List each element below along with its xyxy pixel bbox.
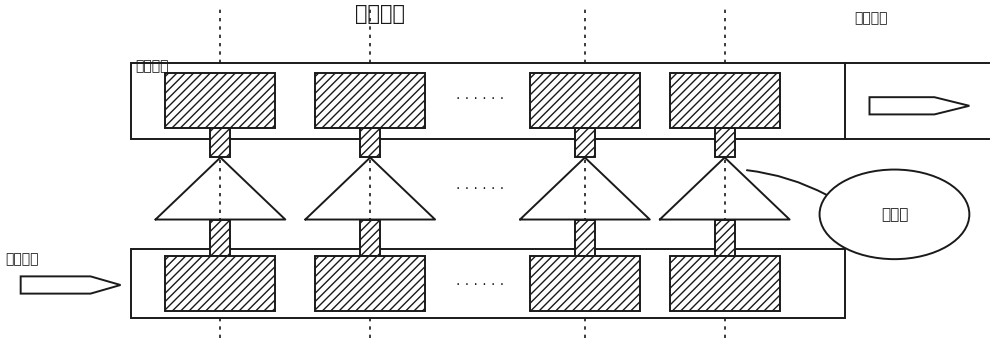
Bar [315,256,425,311]
Bar [715,219,735,256]
Bar [670,73,780,128]
Text: 放大器: 放大器 [881,207,908,222]
FancyArrow shape [21,276,121,294]
Text: 输入波导: 输入波导 [6,252,39,266]
Bar [670,256,780,311]
Text: · · · · · ·: · · · · · · [456,92,504,106]
Text: 输出波导: 输出波导 [855,11,888,25]
Text: 耦合探针: 耦合探针 [136,59,169,73]
Text: · · · · · ·: · · · · · · [456,278,504,292]
Bar [360,128,380,157]
Bar [575,219,595,256]
FancyArrow shape [869,97,969,115]
Bar [165,73,275,128]
Bar [131,63,845,138]
Bar [715,128,735,157]
Bar [315,73,425,128]
Bar [165,256,275,311]
Bar [210,128,230,157]
Bar [360,219,380,256]
Bar [131,249,845,318]
Bar [575,128,595,157]
Bar [210,219,230,256]
Bar [530,256,640,311]
Text: 匹配元件: 匹配元件 [355,4,405,24]
Bar [530,73,640,128]
Ellipse shape [820,170,969,259]
Text: · · · · · ·: · · · · · · [456,182,504,195]
